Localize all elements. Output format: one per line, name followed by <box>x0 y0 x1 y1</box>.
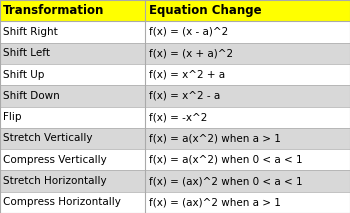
Text: f(x) = a(x^2) when 0 < a < 1: f(x) = a(x^2) when 0 < a < 1 <box>149 155 302 165</box>
Text: f(x) = x^2 + a: f(x) = x^2 + a <box>149 70 225 79</box>
Bar <box>0 21 350 43</box>
Text: f(x) = (ax)^2 when 0 < a < 1: f(x) = (ax)^2 when 0 < a < 1 <box>149 176 302 186</box>
Text: Equation Change: Equation Change <box>149 4 261 17</box>
Bar <box>0 170 350 192</box>
Bar <box>0 106 350 128</box>
Text: Shift Up: Shift Up <box>3 70 44 79</box>
Bar <box>0 192 350 213</box>
Bar <box>0 43 350 64</box>
Text: Shift Right: Shift Right <box>3 27 57 37</box>
Bar <box>0 85 350 106</box>
Text: Shift Down: Shift Down <box>3 91 60 101</box>
Text: Stretch Horizontally: Stretch Horizontally <box>3 176 106 186</box>
Text: f(x) = a(x^2) when a > 1: f(x) = a(x^2) when a > 1 <box>149 134 281 143</box>
Bar <box>0 128 350 149</box>
Bar <box>0 64 350 85</box>
Text: Shift Left: Shift Left <box>3 48 50 58</box>
Text: Transformation: Transformation <box>3 4 104 17</box>
Text: Flip: Flip <box>3 112 21 122</box>
Bar <box>0 149 350 170</box>
Text: Compress Horizontally: Compress Horizontally <box>3 197 121 207</box>
Text: f(x) = (ax)^2 when a > 1: f(x) = (ax)^2 when a > 1 <box>149 197 281 207</box>
Text: f(x) = -x^2: f(x) = -x^2 <box>149 112 207 122</box>
Text: Compress Vertically: Compress Vertically <box>3 155 106 165</box>
Text: f(x) = x^2 - a: f(x) = x^2 - a <box>149 91 220 101</box>
Text: f(x) = (x + a)^2: f(x) = (x + a)^2 <box>149 48 233 58</box>
Bar <box>0 0 350 21</box>
Text: f(x) = (x - a)^2: f(x) = (x - a)^2 <box>149 27 228 37</box>
Text: Stretch Vertically: Stretch Vertically <box>3 134 92 143</box>
